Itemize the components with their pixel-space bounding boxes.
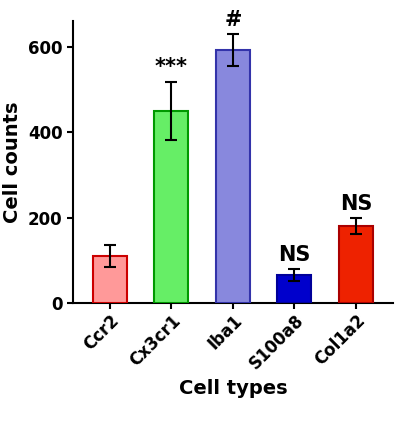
Bar (216, 50, 250, 303)
Y-axis label: Cell counts: Cell counts (3, 101, 22, 223)
Bar (339, 226, 373, 303)
X-axis label: Cell types: Cell types (179, 378, 287, 397)
Text: NS: NS (340, 194, 372, 214)
Text: ***: *** (155, 57, 188, 77)
Text: #: # (224, 10, 241, 29)
Bar (154, 111, 188, 303)
Bar (277, 275, 311, 303)
Bar (93, 256, 127, 303)
Text: NS: NS (278, 245, 311, 265)
